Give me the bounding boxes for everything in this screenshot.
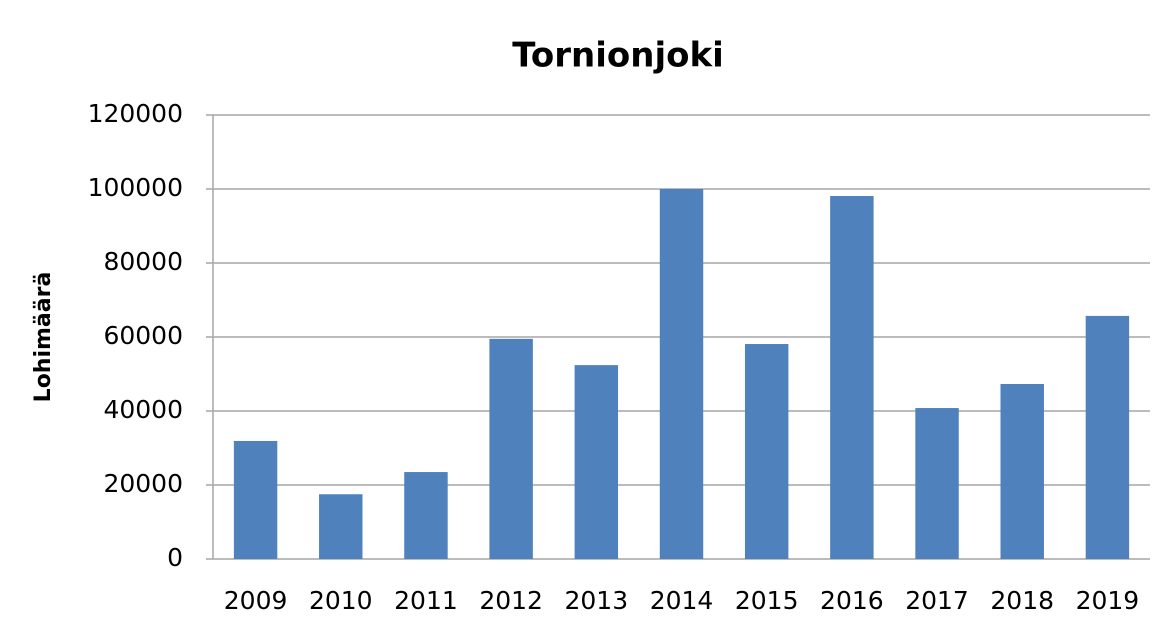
- bar: [659, 189, 704, 559]
- x-tick-label: 2012: [479, 586, 543, 615]
- bar: [489, 338, 533, 559]
- bar: [744, 344, 789, 559]
- bar: [915, 408, 959, 559]
- x-tick-label: 2010: [309, 586, 373, 615]
- y-tick-label: 40000: [103, 395, 183, 424]
- y-tick-label: 20000: [103, 469, 183, 498]
- x-tick-label: 2017: [905, 586, 969, 615]
- y-tick-label: 120000: [88, 99, 183, 128]
- y-axis-title: Lohimäärä: [31, 272, 56, 403]
- chart-title: Tornionjoki: [512, 36, 724, 76]
- bar: [319, 494, 363, 559]
- x-tick-label: 2019: [1076, 586, 1140, 615]
- x-tick-label: 2018: [990, 586, 1054, 615]
- x-tick-label: 2015: [735, 586, 799, 615]
- y-tick-label: 100000: [88, 173, 183, 202]
- bar: [233, 440, 278, 559]
- x-tick-label: 2013: [565, 586, 629, 615]
- x-tick-label: 2014: [650, 586, 714, 615]
- y-tick-label: 0: [167, 543, 183, 572]
- x-tick-label: 2009: [224, 586, 288, 615]
- bar: [830, 196, 874, 559]
- y-tick-label: 60000: [103, 321, 183, 350]
- bar: [404, 472, 448, 559]
- y-tick-label: 80000: [103, 247, 183, 276]
- bar: [1085, 315, 1130, 559]
- x-tick-label: 2011: [394, 586, 458, 615]
- x-tick-label: 2016: [820, 586, 884, 615]
- bar: [574, 365, 619, 559]
- bar: [1000, 383, 1044, 559]
